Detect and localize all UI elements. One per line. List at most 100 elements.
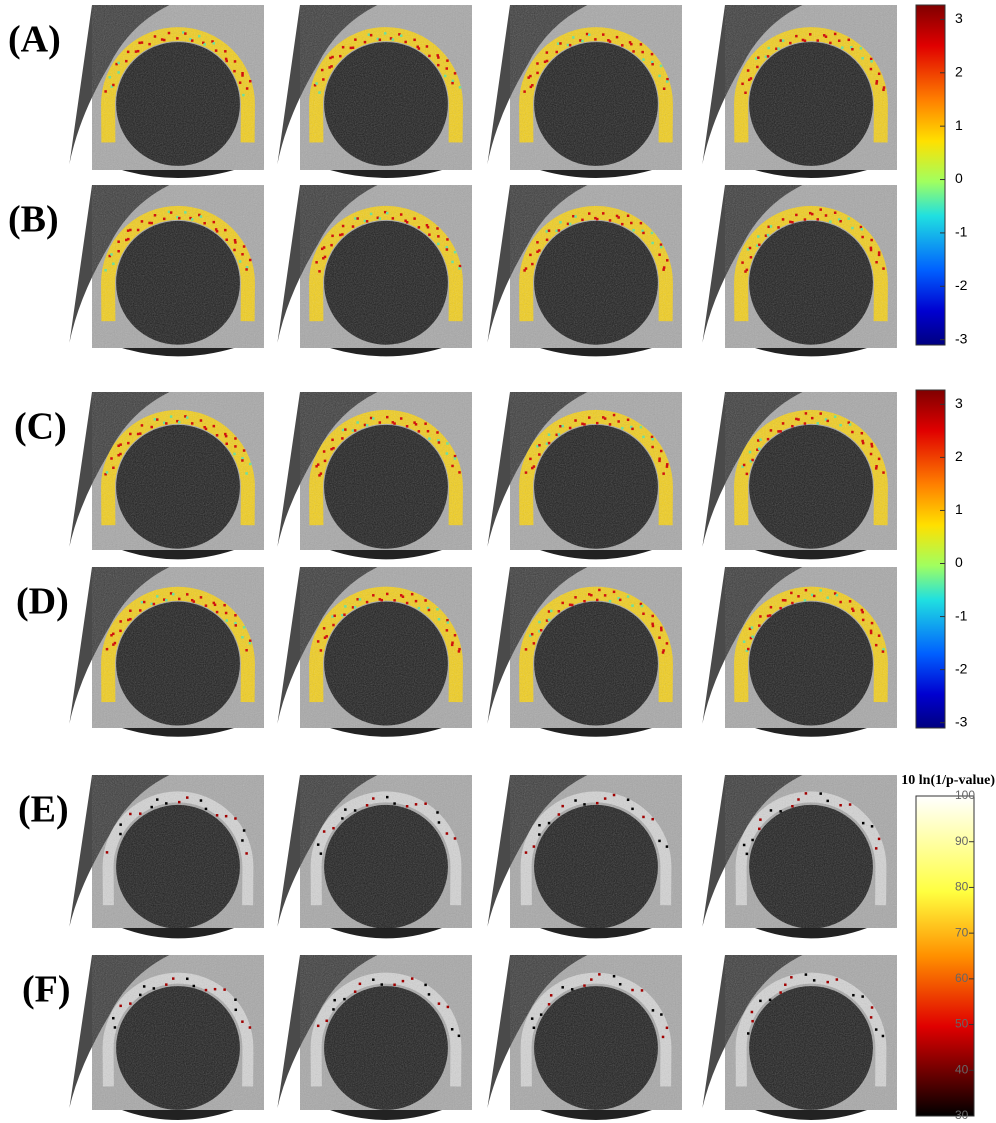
- speckle: [583, 599, 586, 603]
- speckle: [322, 627, 326, 630]
- speckle: [748, 78, 751, 82]
- speckle: [555, 433, 558, 437]
- speckle: [769, 225, 773, 228]
- speckle: [877, 634, 881, 637]
- speckle: [323, 636, 327, 639]
- speckle: [318, 270, 321, 273]
- speckle: [651, 624, 655, 628]
- speckle: [748, 627, 752, 631]
- speckle: [341, 817, 344, 820]
- speckle: [451, 79, 455, 83]
- speckle: [105, 647, 109, 651]
- speckle: [241, 636, 244, 639]
- speckle: [875, 465, 878, 468]
- speckle: [839, 803, 842, 807]
- speckle: [245, 648, 248, 652]
- speckle: [538, 249, 541, 252]
- speckle: [658, 459, 661, 463]
- speckle: [437, 821, 441, 824]
- speckle: [784, 599, 787, 602]
- speckle: [446, 621, 450, 624]
- speckle: [587, 212, 591, 215]
- speckle: [437, 441, 441, 444]
- speckle: [824, 35, 828, 38]
- speckle: [178, 420, 181, 424]
- speckle: [437, 439, 440, 442]
- speckle: [746, 248, 750, 251]
- speckle: [152, 987, 156, 990]
- speckle: [665, 1026, 669, 1030]
- row-label: (B): [8, 199, 59, 241]
- speckle: [877, 457, 881, 461]
- speckle: [869, 248, 873, 252]
- speckle: [574, 419, 577, 422]
- speckle: [757, 439, 760, 442]
- speckle: [425, 45, 429, 48]
- speckle: [651, 1009, 655, 1012]
- speckle: [621, 222, 624, 226]
- mri-image: [69, 392, 264, 560]
- speckle: [458, 471, 461, 474]
- speckle: [413, 217, 416, 220]
- speckle: [242, 829, 246, 832]
- speckle: [140, 600, 144, 604]
- speckle: [353, 990, 357, 993]
- speckle: [742, 463, 746, 467]
- speckle: [639, 43, 643, 46]
- speckle: [155, 595, 159, 598]
- speckle: [315, 465, 318, 468]
- speckle: [859, 47, 863, 50]
- speckle: [751, 1019, 754, 1023]
- speckle: [766, 233, 770, 237]
- speckle: [539, 1013, 543, 1016]
- colorbar-tick-label: 3: [955, 10, 963, 26]
- speckle: [882, 471, 885, 474]
- mri-image: [487, 775, 682, 939]
- speckle: [127, 618, 130, 622]
- speckle: [547, 821, 551, 825]
- speckle: [214, 49, 218, 52]
- speckle: [426, 429, 430, 433]
- speckle: [369, 33, 373, 37]
- dark-lower: [122, 728, 234, 737]
- mri-image: [487, 567, 682, 737]
- speckle: [874, 643, 878, 647]
- speckle: [559, 221, 562, 224]
- speckle: [587, 33, 591, 37]
- speckle: [129, 609, 132, 613]
- colorbar-tick-label: 100: [955, 788, 975, 802]
- dark-lower: [330, 1110, 442, 1120]
- speckle: [321, 247, 324, 251]
- speckle: [529, 74, 532, 78]
- speckle: [176, 215, 179, 219]
- speckle: [583, 803, 586, 806]
- speckle: [329, 56, 332, 60]
- image-noise: [725, 567, 897, 728]
- speckle: [608, 599, 612, 603]
- speckle: [658, 74, 661, 78]
- speckle: [353, 606, 357, 609]
- speckle: [225, 59, 228, 63]
- speckle: [626, 214, 630, 218]
- image-noise: [510, 775, 682, 928]
- speckle: [811, 416, 814, 420]
- speckle: [835, 978, 839, 981]
- speckle: [184, 211, 187, 214]
- speckle: [353, 809, 357, 812]
- speckle: [445, 248, 449, 251]
- speckle: [847, 421, 851, 424]
- speckle: [162, 38, 166, 42]
- speckle: [615, 35, 619, 39]
- speckle: [640, 989, 644, 992]
- speckle: [184, 415, 187, 418]
- colorbar-tick-label: -2: [955, 660, 968, 676]
- speckle: [590, 593, 593, 597]
- speckle: [531, 262, 534, 266]
- speckle: [437, 235, 440, 238]
- speckle: [524, 471, 528, 474]
- speckle: [596, 801, 599, 805]
- speckle: [113, 641, 117, 645]
- speckle: [859, 225, 863, 229]
- speckle: [383, 210, 387, 214]
- speckle: [343, 997, 346, 1001]
